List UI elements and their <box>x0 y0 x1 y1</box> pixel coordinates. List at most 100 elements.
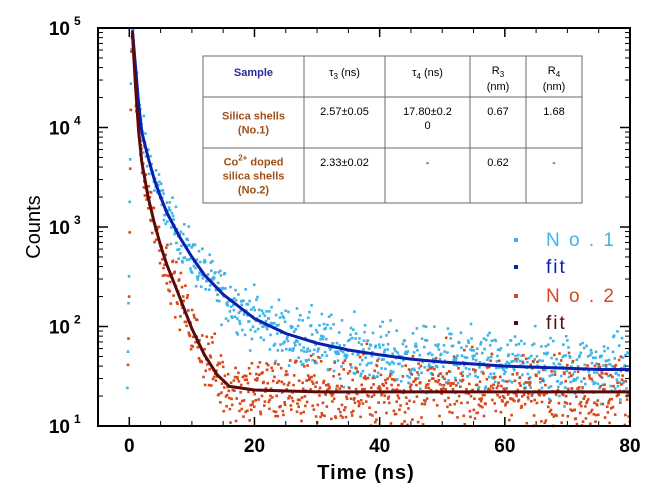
table-cell: 2.57±0.05 <box>320 106 369 118</box>
data-point <box>524 381 527 384</box>
data-point <box>490 384 493 388</box>
data-point <box>582 377 586 380</box>
data-point <box>489 359 492 362</box>
data-point <box>606 359 609 362</box>
data-point <box>376 359 379 362</box>
data-point <box>220 323 223 327</box>
data-point <box>343 344 346 347</box>
data-point <box>289 324 293 328</box>
data-point <box>435 404 439 407</box>
data-point <box>594 356 597 360</box>
data-point <box>381 382 384 386</box>
data-point <box>355 392 359 396</box>
data-point <box>271 322 274 325</box>
data-point <box>483 393 486 397</box>
data-point <box>148 172 151 176</box>
data-point <box>416 377 420 380</box>
data-point <box>228 396 231 400</box>
data-point <box>428 367 432 370</box>
data-point <box>131 28 135 32</box>
data-point <box>300 349 303 352</box>
data-point <box>297 356 300 359</box>
data-point <box>379 373 383 377</box>
data-point <box>530 400 533 403</box>
data-point <box>456 416 459 419</box>
data-point <box>338 387 342 390</box>
data-point <box>601 383 605 387</box>
data-point <box>198 260 202 264</box>
data-point <box>501 395 505 398</box>
data-point <box>287 364 291 367</box>
data-point <box>310 304 313 307</box>
data-point <box>522 382 526 386</box>
data-point <box>535 374 538 378</box>
data-point <box>337 407 340 411</box>
data-point <box>469 415 472 419</box>
data-point <box>611 365 614 368</box>
data-point <box>603 349 606 353</box>
data-point <box>503 379 507 383</box>
data-point <box>621 381 625 385</box>
data-point <box>218 287 222 290</box>
data-point <box>245 374 248 378</box>
data-point <box>411 418 414 421</box>
data-point <box>170 226 173 229</box>
data-point <box>273 342 277 346</box>
data-point <box>374 410 378 414</box>
data-point <box>283 340 286 343</box>
data-point <box>411 332 415 335</box>
data-point <box>361 387 364 391</box>
data-point <box>348 386 351 390</box>
data-point <box>219 274 223 277</box>
data-point <box>177 257 180 260</box>
data-point <box>420 337 424 340</box>
data-point <box>562 354 566 358</box>
data-point <box>531 392 535 395</box>
data-point <box>141 151 145 154</box>
data-point <box>225 393 229 397</box>
data-point <box>617 393 620 397</box>
data-point <box>543 352 546 355</box>
data-point <box>183 256 187 259</box>
data-point <box>451 388 455 391</box>
data-point <box>490 355 493 359</box>
data-point <box>321 354 324 357</box>
data-point <box>476 375 480 379</box>
data-point <box>269 387 273 390</box>
data-point <box>208 253 211 257</box>
data-point <box>499 347 503 350</box>
data-point <box>212 276 216 280</box>
data-point <box>448 403 452 406</box>
data-point <box>294 361 297 364</box>
data-point <box>287 381 291 384</box>
data-point <box>373 376 376 380</box>
data-point <box>434 343 437 347</box>
data-point <box>153 189 156 192</box>
data-point <box>543 364 547 368</box>
data-point <box>192 313 196 317</box>
data-point <box>359 372 363 376</box>
data-point <box>173 270 176 274</box>
data-point <box>216 363 219 367</box>
data-point <box>540 345 543 348</box>
data-point <box>312 353 315 356</box>
data-point <box>223 386 226 389</box>
data-point <box>488 331 491 335</box>
data-point <box>406 423 409 427</box>
data-point <box>504 370 507 373</box>
data-point <box>569 380 572 384</box>
data-point <box>472 368 475 371</box>
data-point <box>178 328 182 332</box>
data-point <box>254 378 257 381</box>
data-point <box>237 371 240 375</box>
data-point <box>286 339 290 343</box>
lifetime-table: Sample τ3 (ns) τ4 (ns) R3(nm)R4(nm)Silica s… <box>202 55 583 204</box>
data-point <box>506 393 510 396</box>
data-point <box>450 382 453 385</box>
data-point <box>409 388 413 392</box>
data-point <box>242 399 246 402</box>
data-point <box>207 383 211 387</box>
data-point <box>309 388 312 391</box>
data-point <box>292 330 296 333</box>
data-point <box>518 359 522 363</box>
